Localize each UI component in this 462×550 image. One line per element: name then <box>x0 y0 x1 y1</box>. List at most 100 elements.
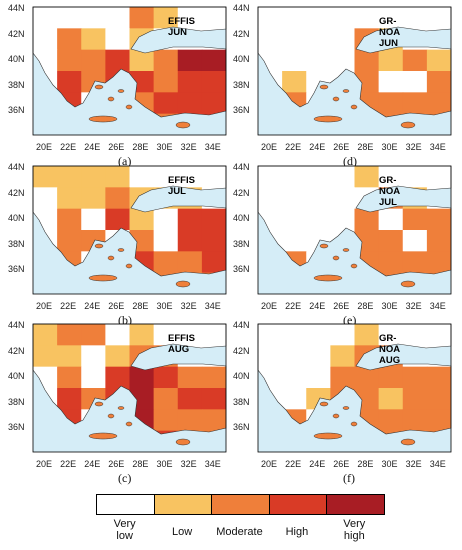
grid-cell <box>201 71 226 93</box>
legend-swatch <box>269 495 328 514</box>
lat-tick-label: 36N <box>8 264 25 274</box>
grid-cell <box>177 208 203 231</box>
grid-cell <box>105 345 130 368</box>
grid-cell <box>81 49 106 72</box>
grid-cell <box>378 113 404 117</box>
grid-cell <box>426 166 451 188</box>
island <box>117 248 125 252</box>
grid-cell <box>177 388 203 410</box>
lon-tick-label: 24E <box>84 459 101 469</box>
lon-tick-label: 22E <box>60 142 77 152</box>
grid-cell <box>57 187 82 210</box>
lon-tick-label: 22E <box>285 142 302 152</box>
grid-cell <box>282 345 307 368</box>
lat-tick-label: 42N <box>8 345 25 356</box>
panel-month: JUL <box>379 197 397 208</box>
lon-tick-label: 28E <box>132 301 149 311</box>
lat-tick-label: 42N <box>233 187 250 198</box>
lat-tick-label: 44N <box>233 3 250 13</box>
grid-cell <box>426 324 451 346</box>
island <box>107 96 115 102</box>
lon-tick-label: 28E <box>132 459 149 469</box>
lat-tick-label: 42N <box>8 187 25 198</box>
grid-cell <box>402 49 428 72</box>
legend-label: High <box>262 526 332 538</box>
grid-cell <box>201 230 226 252</box>
grid-cell <box>330 166 355 188</box>
panel-source: EFFIS <box>168 175 195 186</box>
island <box>350 263 358 269</box>
grid-cell <box>258 28 283 51</box>
panel-month: AUG <box>379 355 401 366</box>
lon-tick-label: 24E <box>84 142 101 152</box>
grid-cell <box>354 324 380 346</box>
panel-caption: (e) <box>343 313 357 327</box>
grid-cell <box>402 409 428 432</box>
island <box>332 413 340 419</box>
island <box>332 96 340 102</box>
lon-tick-label: 32E <box>405 142 422 152</box>
grid-cell <box>105 49 130 72</box>
grid-cell <box>378 92 404 115</box>
grid-cell <box>177 7 203 29</box>
grid-cell <box>153 92 179 115</box>
grid-cell <box>153 71 179 93</box>
grid-cell <box>426 366 451 389</box>
island <box>313 432 343 440</box>
grid-cell <box>378 230 404 252</box>
island <box>400 280 416 288</box>
legend-label-line: Very <box>343 518 366 530</box>
lat-tick-label: 40N <box>8 371 25 381</box>
grid-cell <box>201 208 226 231</box>
panel-caption: (f) <box>343 471 355 485</box>
lon-tick-label: 26E <box>333 142 350 152</box>
island <box>88 115 118 123</box>
grid-cell <box>105 166 130 188</box>
grid-cell <box>105 28 130 51</box>
grid-cell <box>57 28 82 51</box>
lon-tick-label: 26E <box>108 142 125 152</box>
grid-cell <box>201 388 226 410</box>
lon-tick-label: 20E <box>261 142 278 152</box>
panel-source: GR-NOA <box>379 16 401 38</box>
panel-label: EFFIS JUN <box>168 16 195 38</box>
grid-cell <box>426 409 451 432</box>
grid-cell <box>258 166 283 188</box>
grid-cell <box>282 230 307 252</box>
lon-tick-label: 22E <box>285 301 302 311</box>
lat-tick-label: 36N <box>233 422 250 432</box>
island <box>313 115 343 123</box>
lon-tick-label: 34E <box>204 142 221 152</box>
grid-cell <box>153 230 179 252</box>
lat-tick-label: 42N <box>8 28 25 39</box>
panel-month: JUN <box>168 27 188 38</box>
grid-cell <box>378 324 404 346</box>
grid-cell <box>177 49 203 72</box>
lon-tick-label: 26E <box>108 459 125 469</box>
lon-tick-label: 20E <box>36 142 53 152</box>
island <box>125 421 133 427</box>
grid-cell <box>33 324 58 346</box>
lon-tick-label: 34E <box>429 301 446 311</box>
lon-tick-label: 22E <box>285 459 302 469</box>
lon-tick-label: 20E <box>261 301 278 311</box>
grid-cell <box>282 49 307 72</box>
lat-tick-label: 36N <box>8 105 25 115</box>
lon-tick-label: 30E <box>381 142 398 152</box>
legend-label-line: High <box>285 526 309 538</box>
lon-tick-label: 24E <box>309 301 326 311</box>
lon-tick-label: 32E <box>180 459 197 469</box>
grid-cell <box>354 49 380 72</box>
grid-cell <box>282 7 307 29</box>
grid-cell <box>105 187 130 210</box>
panel-label: GR-NOA AUG <box>379 333 400 366</box>
grid-cell <box>282 208 307 231</box>
grid-cell <box>177 230 203 252</box>
grid-cell <box>330 324 355 346</box>
grid-cell <box>153 272 179 276</box>
island <box>332 255 340 261</box>
grid-cell <box>177 92 203 115</box>
grid-cell <box>306 324 331 346</box>
grid-cell <box>426 7 451 29</box>
grid-cell <box>282 324 307 346</box>
